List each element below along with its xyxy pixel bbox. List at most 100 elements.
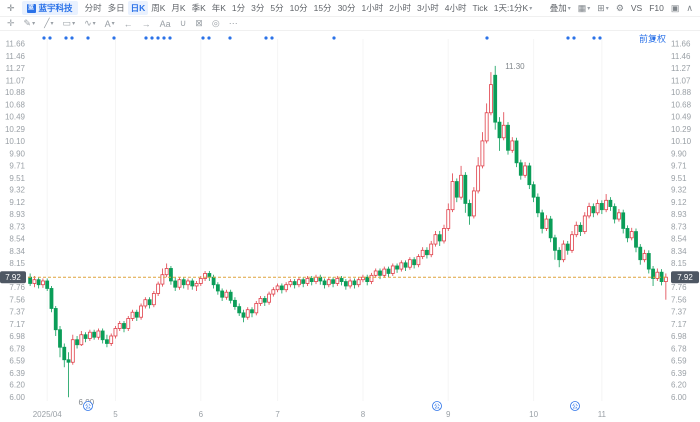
move-icon[interactable]: ✛ [7,2,15,13]
vs-compare-button[interactable]: VS [630,3,643,13]
svg-text:10.68: 10.68 [671,101,692,110]
svg-text:8.15: 8.15 [671,259,687,268]
news-dot[interactable] [598,36,602,40]
news-dot[interactable] [112,36,116,40]
shapes-tool[interactable]: ▭ ▾ [62,18,76,28]
tab-10分[interactable]: 10分 [289,3,308,13]
tab-15分[interactable]: 15分 [313,3,332,13]
news-dot[interactable] [332,36,336,40]
wave-tool[interactable]: ∿ ▾ [84,18,96,28]
tab-周K[interactable]: 周K [151,3,166,13]
tab-多日[interactable]: 多日 [107,3,125,13]
visibility-tool[interactable]: ◎ [211,18,220,28]
settings-gear-icon[interactable]: ⚙ [615,2,624,13]
tab-1小时[interactable]: 1小时 [361,3,384,13]
svg-text:10: 10 [529,410,538,419]
tab-分时[interactable]: 分时 [84,3,102,13]
news-dot[interactable] [228,36,232,40]
svg-text:6.39: 6.39 [671,369,687,378]
svg-text:7: 7 [275,410,280,419]
news-dot[interactable] [572,36,576,40]
magnet-tool[interactable]: ∪ [179,18,187,28]
news-dot[interactable] [64,36,68,40]
news-dot[interactable] [168,36,172,40]
news-dot[interactable] [150,36,154,40]
news-dot[interactable] [270,36,274,40]
chevron-down-icon: ▾ [72,21,76,27]
news-dot[interactable] [201,36,205,40]
pencil-tool[interactable]: ✎ ▾ [23,18,36,28]
gridlines [46,39,603,401]
svg-text:10.68: 10.68 [5,101,26,110]
trendline-tool[interactable]: ╱ ▾ [44,18,54,28]
tab-3分[interactable]: 3分 [251,3,265,13]
news-dot[interactable] [162,36,166,40]
maximize-icon[interactable]: ▣ [670,2,680,13]
stock-logo-icon: 蓝 [26,3,36,13]
svg-text:8.34: 8.34 [9,247,25,256]
f10-button[interactable]: F10 [649,3,664,13]
tab-4小时[interactable]: 4小时 [444,3,467,13]
chevron-down-icon: ▾ [111,21,115,27]
svg-text:6.98: 6.98 [671,332,687,341]
indicator-grid-icon[interactable]: ▦ ▾ [577,2,591,13]
arrow-back-icon[interactable]: ← [123,18,133,29]
svg-text:5: 5 [113,410,118,419]
svg-text:10.49: 10.49 [5,113,26,122]
svg-text:7.37: 7.37 [9,308,25,317]
svg-text:6.78: 6.78 [9,344,25,353]
font-size-tool[interactable]: Aa [159,18,171,29]
svg-text:6.59: 6.59 [9,356,25,365]
crosshair-tool[interactable]: ✛ [7,18,15,28]
news-dot[interactable] [652,36,656,40]
news-dot[interactable] [42,36,46,40]
tab-1分[interactable]: 1分 [231,3,246,13]
tab-Tick[interactable]: Tick [472,3,488,13]
more-tools[interactable]: ⋯ [228,18,238,28]
tab-1天:1分K[interactable]: 1天:1分K ▾ [493,3,533,13]
overlay-dropdown[interactable]: 叠加 ▾ [549,3,571,13]
tab-5分[interactable]: 5分 [270,3,284,13]
chart-style-icon[interactable]: ⊞ ▾ [597,2,609,13]
tab-30分[interactable]: 30分 [337,3,356,13]
svg-text:8.54: 8.54 [671,234,687,243]
chart-toolbar: ✛ 蓝 蓝宇科技 分时 多日 日K 周K 月K 季K 年K 1分 3分 5分 10分 15分 30分 1小… [0,0,700,17]
arrow-forward-icon[interactable]: → [141,18,151,29]
svg-text:7.56: 7.56 [671,296,687,305]
tab-季K[interactable]: 季K [191,3,206,13]
news-dot[interactable] [264,36,268,40]
announcement-marker-icon[interactable] [570,401,580,411]
news-dot[interactable] [86,36,90,40]
svg-text:8.93: 8.93 [9,210,25,219]
tab-2小时[interactable]: 2小时 [389,3,411,13]
news-dot[interactable] [144,36,148,40]
news-dot[interactable] [207,36,211,40]
announcement-markers: 公公公 [83,401,580,411]
announcement-marker-icon[interactable] [83,401,93,411]
svg-text:10.29: 10.29 [671,125,692,134]
text-tool[interactable]: A ▾ [104,18,115,29]
announcement-marker-icon[interactable] [432,401,442,411]
svg-text:8.73: 8.73 [671,223,687,232]
drawing-toolbar: ✛ ✎ ▾ ╱ ▾ ▭ ▾ ∿ ▾ A ▾ ← → Aa ∪ ⊠ ◎ ⋯ [0,17,700,31]
tab-年K[interactable]: 年K [211,3,226,13]
svg-text:9.32: 9.32 [9,186,25,195]
stock-selector[interactable]: 蓝 蓝宇科技 [21,1,78,15]
svg-text:8.15: 8.15 [9,259,25,268]
candlestick-chart[interactable]: 11.66 11.66 11.46 11.46 11.27 11.27 11.07 11.07… [0,31,700,422]
delete-drawing-tool[interactable]: ⊠ [195,18,203,28]
news-dot[interactable] [48,36,52,40]
news-dot[interactable] [566,36,570,40]
collapse-icon[interactable]: ∧ [686,2,693,13]
svg-text:9.51: 9.51 [671,174,687,183]
tab-3小时[interactable]: 3小时 [417,3,439,13]
news-dot[interactable] [70,36,74,40]
candles [28,65,668,398]
tab-日K[interactable]: 日K [127,1,149,15]
news-dot[interactable] [156,36,160,40]
news-dot[interactable] [485,36,489,40]
tab-月K[interactable]: 月K [171,3,186,13]
news-dot[interactable] [592,36,596,40]
adjustment-mode[interactable]: 前复权 [638,34,666,44]
svg-text:11.27: 11.27 [6,64,26,73]
